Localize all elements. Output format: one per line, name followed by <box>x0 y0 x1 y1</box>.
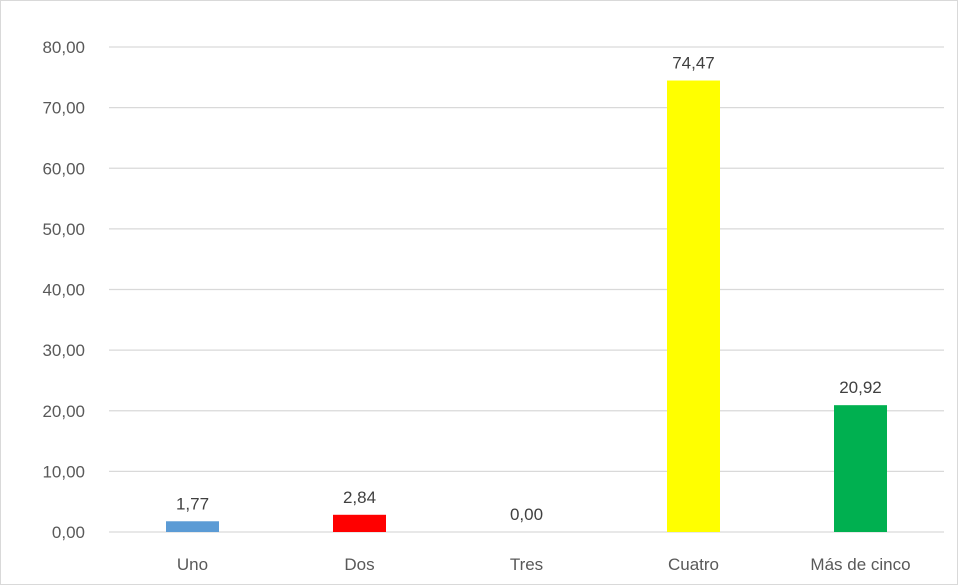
y-tick-label: 0,00 <box>52 523 85 542</box>
y-tick-label: 50,00 <box>42 220 85 239</box>
x-category-label: Cuatro <box>668 555 719 574</box>
bar-uno <box>166 521 219 532</box>
x-axis-category-labels: Uno Dos Tres Cuatro Más de cinco <box>177 555 911 574</box>
y-tick-label: 20,00 <box>42 402 85 421</box>
x-category-label: Uno <box>177 555 208 574</box>
bar-más-de-cinco <box>834 405 887 532</box>
y-axis-tick-labels: 0,00 10,00 20,00 30,00 40,00 50,00 60,00 70,00 8… <box>42 38 85 542</box>
x-category-label: Tres <box>510 555 543 574</box>
data-label: 0,00 <box>510 505 543 524</box>
data-label: 20,92 <box>839 378 882 397</box>
data-label: 1,77 <box>176 494 209 513</box>
data-labels: 1,77 2,84 0,00 74,47 20,92 <box>176 54 882 524</box>
y-tick-label: 30,00 <box>42 341 85 360</box>
bar-dos <box>333 514 386 532</box>
y-tick-label: 80,00 <box>42 38 85 57</box>
y-tick-label: 70,00 <box>42 99 85 118</box>
data-label: 2,84 <box>343 488 376 507</box>
y-tick-label: 10,00 <box>42 462 85 481</box>
y-tick-label: 60,00 <box>42 159 85 178</box>
data-label: 74,47 <box>672 54 715 73</box>
x-category-label: Más de cinco <box>810 555 910 574</box>
bar-cuatro <box>667 80 720 532</box>
x-category-label: Dos <box>344 555 374 574</box>
bars <box>166 80 887 532</box>
y-tick-label: 40,00 <box>42 281 85 300</box>
gridlines <box>109 46 944 533</box>
